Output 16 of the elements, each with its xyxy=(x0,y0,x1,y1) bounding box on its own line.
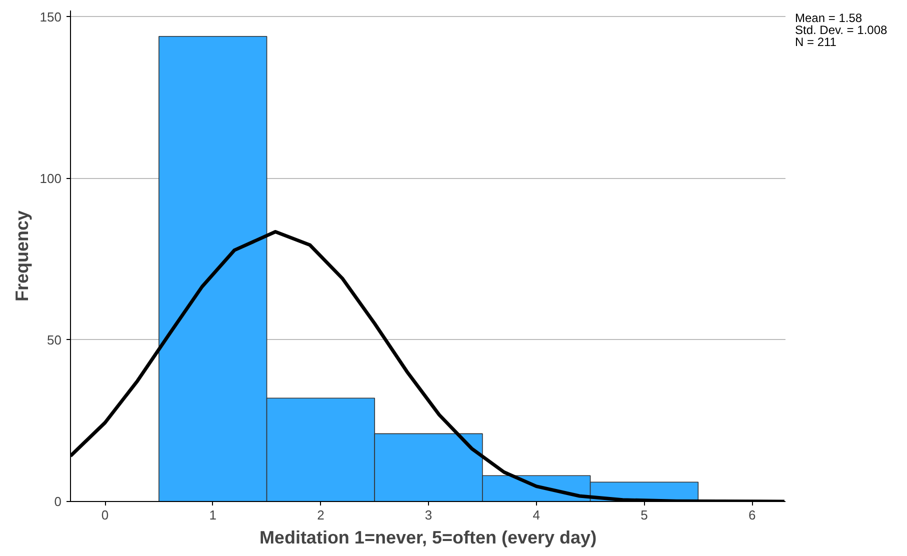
x-tick-label: 0 xyxy=(101,508,109,522)
x-tick-label: 5 xyxy=(640,508,648,522)
x-tick-label: 3 xyxy=(424,508,432,522)
x-axis-title: Meditation 1=never, 5=often (every day) xyxy=(259,528,597,548)
text: N = 211 xyxy=(795,35,836,49)
x-tick-label: 6 xyxy=(748,508,756,522)
y-tick-label: 100 xyxy=(40,170,62,186)
text: Mean = 1.58 xyxy=(795,11,862,25)
y-tick-label: 50 xyxy=(47,332,62,348)
x-tick-label: 2 xyxy=(317,508,324,522)
y-tick-label: 0 xyxy=(54,494,62,509)
y-tick-label: 150 xyxy=(40,9,62,24)
x-tick-label: 4 xyxy=(532,508,540,522)
y-axis-title: Frequency xyxy=(12,210,32,302)
text: Std. Dev. = 1.008 xyxy=(795,23,888,37)
x-tick-label: 1 xyxy=(209,508,216,522)
